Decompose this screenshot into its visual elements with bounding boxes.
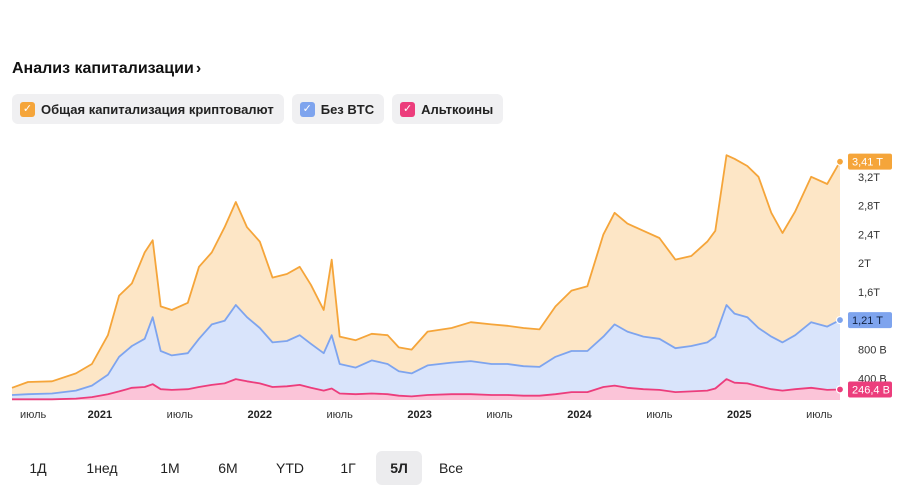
- legend-label: Общая капитализация криптовалют: [41, 101, 274, 117]
- range-button[interactable]: YTD: [276, 460, 304, 476]
- x-tick-label: июль: [486, 409, 513, 421]
- x-tick-label: июль: [327, 409, 354, 421]
- y-tick-label: 2,4T: [858, 229, 880, 241]
- y-tick-label: 3,2T: [858, 172, 880, 184]
- last-value-badge-text: 1,21 T: [852, 315, 883, 327]
- last-value-badge: 246,4 B: [848, 381, 892, 398]
- x-tick-label: июль: [646, 409, 673, 421]
- x-tick-label: июль: [167, 409, 194, 421]
- y-tick-label: 2T: [858, 258, 871, 270]
- chevron-right-icon: ›: [195, 60, 202, 77]
- y-tick-label: 1,6T: [858, 287, 880, 299]
- range-button[interactable]: 5Л: [376, 451, 422, 485]
- range-button[interactable]: 1М: [160, 460, 180, 476]
- range-button[interactable]: Все: [438, 460, 464, 476]
- last-value-badge-text: 246,4 B: [852, 384, 890, 396]
- series-end-dot-2: [835, 385, 845, 394]
- checkbox-checked-icon: ✓: [20, 101, 35, 117]
- legend: ✓ Общая капитализация криптовалют ✓ Без …: [12, 94, 504, 124]
- range-button[interactable]: 1Г: [340, 460, 356, 476]
- x-tick-label: 2025: [727, 409, 751, 421]
- last-value-badge-text: 3,41 T: [852, 157, 883, 169]
- x-tick-label: 2023: [407, 409, 431, 421]
- series-area-1: [12, 305, 840, 400]
- checkbox-checked-icon: ✓: [400, 101, 416, 117]
- series-line-2: [12, 378, 841, 401]
- series-line-0: [11, 154, 841, 389]
- last-value-badge-bg: [848, 153, 892, 170]
- last-value-badge-bg: [848, 381, 892, 398]
- range-button[interactable]: 1Д: [29, 460, 47, 476]
- last-value-badge: 1,21 T: [848, 312, 892, 329]
- range-button[interactable]: 6М: [218, 460, 238, 476]
- x-tick-label: июль: [806, 409, 833, 421]
- x-tick-label: 2021: [88, 409, 112, 421]
- legend-label: Без BTC: [320, 101, 375, 117]
- legend-label: Альткоины: [421, 101, 494, 117]
- legend-without-btc[interactable]: ✓ Без BTC: [291, 94, 385, 124]
- series-end-dot-1: [835, 315, 845, 325]
- last-value-badge-bg: [848, 312, 892, 329]
- y-tick-label: 800 B: [858, 345, 887, 357]
- x-tick-label: 2024: [567, 409, 592, 421]
- section-title[interactable]: Анализ капитализации ›: [12, 60, 201, 78]
- range-button[interactable]: 1нед: [86, 460, 118, 476]
- legend-total-market-cap[interactable]: ✓ Общая капитализация криптовалют: [12, 94, 284, 124]
- legend-altcoins[interactable]: ✓ Альткоины: [392, 94, 504, 124]
- checkbox-checked-icon: ✓: [299, 101, 315, 117]
- y-tick-label: 2,8T: [858, 201, 880, 213]
- time-range-selector: 1Д 1нед 1М 6М YTD 1Г 5Л Все: [16, 451, 480, 485]
- section-title-text: Анализ капитализации: [12, 60, 194, 77]
- x-tick-label: 2022: [248, 409, 272, 421]
- series-end-dot-0: [835, 157, 845, 166]
- series-line-1: [11, 304, 841, 396]
- last-value-badge: 3,41 T: [848, 153, 892, 170]
- x-tick-label: июль: [20, 409, 47, 421]
